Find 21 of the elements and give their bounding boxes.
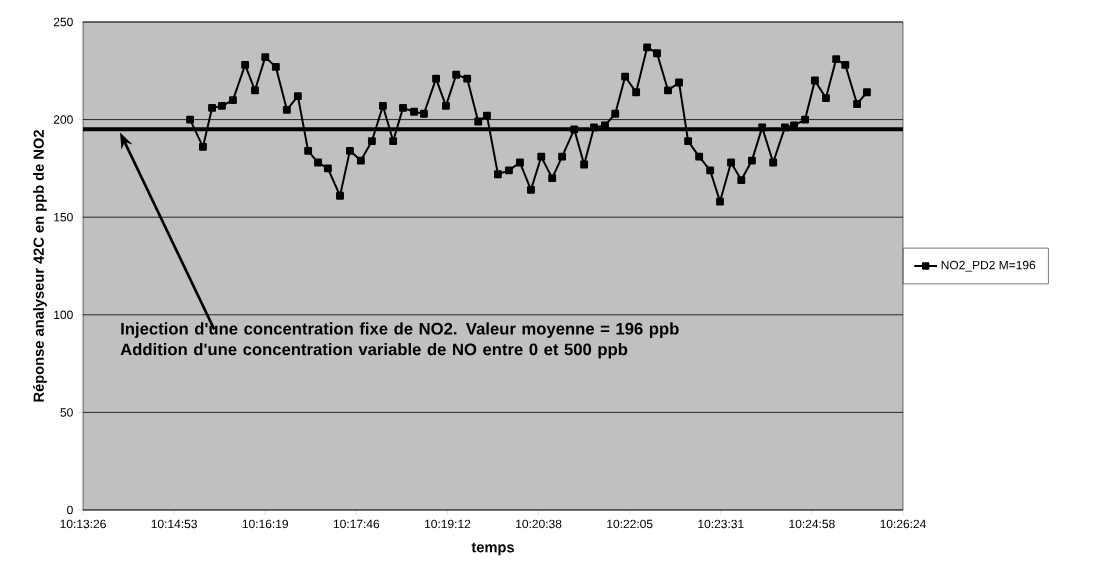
x-tick-label: 10:17:46 — [333, 519, 380, 529]
x-tick-label: 10:16:19 — [242, 519, 289, 529]
y-tick-label: 200 — [53, 115, 73, 124]
y-tick-label: 150 — [54, 212, 73, 222]
x-tick-label: 10:13:26 — [60, 519, 106, 529]
legend-label: NO2_PD2 M=196 — [941, 260, 1036, 272]
x-axis-title: temps — [471, 542, 514, 556]
x-tick-label: 10:24:58 — [789, 519, 835, 529]
annotation: Injection d'une concentration fixe de NO2. Valeur moyenne = 196 ppb — [121, 322, 679, 338]
annotation: Addition d'une concentration variable de NO entre 0 et 500 ppb — [120, 343, 628, 359]
x-tick-label: 10:26:24 — [880, 519, 926, 529]
x-tick-label: 10:14:53 — [151, 519, 197, 529]
x-tick-label: 10:22:05 — [607, 519, 653, 529]
y-tick-label: 100 — [54, 310, 73, 320]
x-tick-label: 10:19:12 — [425, 519, 471, 529]
x-tick-label: 10:20:38 — [516, 519, 562, 529]
y-tick-label: 0 — [67, 505, 73, 515]
x-tick-label: 10:23:31 — [698, 519, 744, 529]
y-axis-title: Réponse analyseur 42C en ppb de NO2 — [33, 130, 47, 402]
y-tick-label: 50 — [60, 408, 73, 417]
y-tick-label: 250 — [53, 17, 73, 27]
